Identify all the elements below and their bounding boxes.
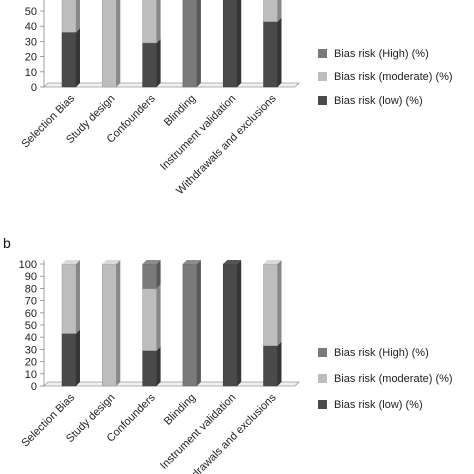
chart-floor — [43, 381, 300, 387]
bar-segment — [142, 263, 157, 289]
category-label: Instrument validation — [158, 392, 238, 472]
y-tick-label: 30 — [25, 36, 37, 48]
y-tick-label: 70 — [25, 296, 37, 308]
y-tick-label: 50 — [25, 320, 37, 332]
category-label: Blinding — [162, 93, 198, 129]
bar-side — [116, 260, 121, 386]
bar-segment — [61, 0, 77, 33]
legend-swatch — [318, 374, 327, 383]
bar-side — [237, 260, 242, 386]
bar-top — [102, 260, 121, 264]
bar-side — [76, 0, 80, 33]
bar-top — [223, 260, 242, 264]
bar-top — [142, 260, 161, 264]
y-tick-label: 40 — [25, 21, 37, 33]
bar-segment — [142, 0, 157, 44]
legend-label: Bias risk (moderate) (%) — [334, 373, 453, 385]
bar-segment — [142, 42, 157, 88]
bar-side — [156, 346, 161, 386]
y-tick-label: 50 — [25, 6, 37, 18]
bar-top — [263, 260, 282, 264]
legend-swatch — [318, 348, 327, 357]
y-tick-label: 40 — [25, 332, 37, 344]
bar-top — [182, 260, 201, 264]
y-tick-label: 0 — [31, 381, 37, 393]
y-tick-label: 10 — [25, 369, 37, 381]
y-tick-label: 90 — [25, 271, 37, 283]
panel-label: b — [3, 235, 11, 251]
bar-side — [237, 0, 242, 87]
bar-side — [277, 17, 282, 87]
bar-side — [76, 329, 80, 386]
bar-segment — [182, 263, 198, 387]
bar-segment — [102, 263, 117, 387]
y-tick-label: 0 — [31, 82, 37, 94]
legend-label: Bias risk (moderate) (%) — [334, 71, 453, 83]
bar-segment — [102, 0, 117, 88]
bar-segment — [142, 350, 157, 387]
bar-side — [277, 0, 282, 22]
legend-swatch — [318, 400, 327, 409]
bar-segment — [182, 0, 198, 88]
y-tick-label: 20 — [25, 357, 37, 369]
category-label: Blinding — [162, 392, 198, 428]
y-tick-label: 60 — [25, 0, 37, 3]
bar-side — [156, 38, 161, 87]
bar-segment — [61, 263, 77, 334]
bar-side — [277, 260, 282, 346]
legend-label: Bias risk (low) (%) — [334, 399, 423, 411]
legend-label: Bias risk (low) (%) — [334, 95, 423, 107]
legend-label: Bias risk (High) (%) — [334, 347, 429, 359]
bar-side — [277, 341, 282, 386]
bar-segment — [61, 32, 77, 88]
y-tick-label: 100 — [19, 259, 37, 271]
bar-segment — [263, 345, 278, 387]
bar-side — [196, 260, 201, 386]
legend-swatch — [318, 96, 327, 105]
legend-label: Bias risk (High) (%) — [334, 48, 429, 60]
y-tick-label: 80 — [25, 283, 37, 295]
bar-segment — [263, 21, 278, 88]
y-tick-label: 10 — [25, 67, 37, 79]
bar-segment — [222, 263, 238, 387]
legend-swatch — [318, 49, 327, 58]
bar-side — [196, 0, 201, 87]
bar-side — [76, 260, 80, 334]
category-label: Instrument validation — [158, 93, 238, 173]
bar-segment — [61, 333, 77, 387]
bar-segment — [142, 288, 157, 351]
y-tick-label: 30 — [25, 344, 37, 356]
bar-segment — [222, 0, 238, 88]
bar-top — [62, 260, 80, 264]
bar-side — [76, 28, 80, 88]
y-tick-label: 20 — [25, 52, 37, 64]
bar-segment — [263, 0, 278, 22]
y-tick-label: 60 — [25, 308, 37, 320]
legend-swatch — [318, 72, 327, 81]
bar-side — [156, 0, 161, 43]
bar-side — [156, 284, 161, 351]
chart-floor — [43, 82, 300, 88]
bar-side — [156, 260, 161, 289]
bar-side — [116, 0, 121, 87]
bar-segment — [263, 263, 278, 346]
